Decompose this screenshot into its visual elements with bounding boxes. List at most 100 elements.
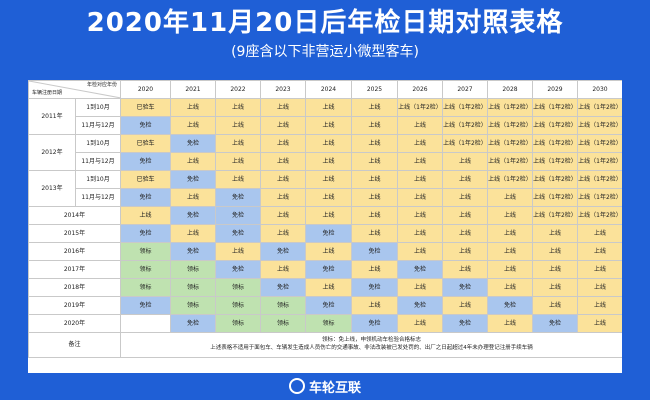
status-cell: 上线 bbox=[397, 242, 443, 261]
year-header-2028: 2028 bbox=[487, 80, 533, 99]
status-cell: 免检 bbox=[442, 278, 488, 297]
status-cell: 上线 bbox=[260, 260, 306, 279]
status-cell: 上线 bbox=[577, 224, 622, 243]
status-cell: 免检 bbox=[170, 206, 216, 225]
status-cell: 上线（1年2检） bbox=[532, 152, 578, 171]
table-row: 2015年 免检 上线 免检 上线 免检 上线 上线 上线 上线 上线 上线 bbox=[28, 224, 622, 243]
status-cell: 上线（1年2检） bbox=[577, 188, 622, 207]
table-row: 2020年 免检 领标 领标 领标 免检 上线 免检 上线 免检 上线 bbox=[28, 314, 622, 333]
register-year-label: 2014年 bbox=[28, 206, 121, 225]
status-cell: 上线 bbox=[260, 98, 306, 117]
register-year-label: 2013年 bbox=[28, 170, 76, 207]
status-cell: 上线 bbox=[577, 242, 622, 261]
status-cell: 上线 bbox=[305, 242, 352, 261]
status-cell: 领标 bbox=[120, 260, 171, 279]
status-cell: 上线 bbox=[260, 224, 306, 243]
status-cell: 上线 bbox=[577, 296, 622, 315]
year-header-2029: 2029 bbox=[532, 80, 578, 99]
status-cell: 上线（1年2检） bbox=[577, 152, 622, 171]
corner-header-cell: 年检对应年份 车辆注册日期 bbox=[28, 80, 121, 99]
status-cell: 上线 bbox=[577, 260, 622, 279]
status-cell: 上线 bbox=[487, 206, 533, 225]
status-cell: 上线 bbox=[305, 116, 352, 135]
status-cell: 已验车 bbox=[120, 170, 171, 189]
status-cell: 上线 bbox=[442, 188, 488, 207]
status-cell: 免检 bbox=[305, 224, 352, 243]
status-cell: 免检 bbox=[351, 278, 398, 297]
page-subtitle: (9座含以下非营运小微型客车) bbox=[231, 44, 419, 60]
status-cell: 领标 bbox=[120, 278, 171, 297]
status-cell: 上线 bbox=[397, 116, 443, 135]
status-cell: 已验车 bbox=[120, 98, 171, 117]
page-title: 2020年11月20日后年检日期对照表格 bbox=[86, 8, 564, 38]
status-cell: 免检 bbox=[215, 260, 261, 279]
status-cell: 免检 bbox=[442, 314, 488, 333]
year-header-2026: 2026 bbox=[397, 80, 443, 99]
status-cell: 上线 bbox=[170, 116, 216, 135]
remarks-line-1: 领标：免上线，申领机动车检验合格标志 bbox=[321, 337, 421, 344]
year-header-2023: 2023 bbox=[260, 80, 306, 99]
status-cell: 免检 bbox=[351, 314, 398, 333]
status-cell: 上线（1年2检） bbox=[442, 134, 488, 153]
status-cell: 领标 bbox=[305, 314, 352, 333]
register-year-label: 2018年 bbox=[28, 278, 121, 297]
status-cell: 免检 bbox=[120, 116, 171, 135]
status-cell: 上线 bbox=[351, 260, 398, 279]
status-cell: 上线 bbox=[442, 206, 488, 225]
register-year-label: 2020年 bbox=[28, 314, 121, 333]
status-cell: 上线 bbox=[397, 224, 443, 243]
status-cell: 上线 bbox=[351, 152, 398, 171]
remarks-row: 备注 领标：免上线，申领机动车检验合格标志 上述表格不适用于面包车、车辆发生造成人员… bbox=[28, 332, 622, 358]
status-cell: 上线（1年2检） bbox=[487, 98, 533, 117]
status-cell: 上线 bbox=[260, 188, 306, 207]
status-cell: 上线（1年2检） bbox=[532, 170, 578, 189]
table-row: 11月与12月 免检 上线 上线 上线 上线 上线 上线 上线（1年2检） 上线（1年2检） 上线（… bbox=[29, 116, 622, 135]
status-cell: 免检 bbox=[487, 296, 533, 315]
status-cell: 上线 bbox=[397, 134, 443, 153]
status-cell: 上线 bbox=[442, 242, 488, 261]
status-cell: 上线 bbox=[170, 152, 216, 171]
status-cell: 上线 bbox=[215, 170, 261, 189]
status-cell: 上线 bbox=[170, 188, 216, 207]
year-header-2027: 2027 bbox=[442, 80, 488, 99]
table-row: 2011年 1到10月 已验车 上线 上线 上线 上线 上线 上线（1年2检） 上线（1年2检）上… bbox=[28, 98, 622, 135]
status-cell: 免检 bbox=[260, 278, 306, 297]
year-header-2021: 2021 bbox=[170, 80, 216, 99]
year-header-2020: 2020 bbox=[120, 80, 171, 99]
status-cell: 上线（1年2检） bbox=[577, 98, 622, 117]
year-header-2025: 2025 bbox=[351, 80, 398, 99]
status-cell: 领标 bbox=[260, 314, 306, 333]
status-cell: 领标 bbox=[215, 278, 261, 297]
status-cell: 免检 bbox=[397, 260, 443, 279]
status-cell: 免检 bbox=[170, 314, 216, 333]
status-cell: 上线 bbox=[397, 278, 443, 297]
brand-logo-icon bbox=[288, 378, 305, 394]
status-cell: 领标 bbox=[260, 296, 306, 315]
status-cell: 领标 bbox=[170, 278, 216, 297]
status-cell: 上线 bbox=[532, 278, 578, 297]
status-cell: 上线 bbox=[170, 224, 216, 243]
status-cell: 上线（1年2检） bbox=[397, 98, 443, 117]
status-cell: 上线 bbox=[215, 134, 261, 153]
status-cell: 领标 bbox=[215, 296, 261, 315]
status-cell: 上线 bbox=[397, 188, 443, 207]
status-cell: 上线（1年2检） bbox=[487, 134, 533, 153]
year-header-2024: 2024 bbox=[305, 80, 352, 99]
table-body: 2011年 1到10月 已验车 上线 上线 上线 上线 上线 上线（1年2检） 上线（1年2检）上… bbox=[28, 98, 622, 358]
status-cell: 领标 bbox=[170, 260, 216, 279]
status-cell: 免检 bbox=[120, 296, 171, 315]
status-cell: 上线 bbox=[305, 170, 352, 189]
status-cell: 免检 bbox=[215, 206, 261, 225]
brand-name: 车轮互联 bbox=[308, 381, 361, 396]
table-row: 2019年 免检 领标 领标 领标 免检 上线 免检 上线 免检 上线 上线 bbox=[28, 296, 622, 315]
status-cell: 免检 bbox=[170, 134, 216, 153]
status-cell: 上线 bbox=[215, 116, 261, 135]
status-cell: 上线 bbox=[487, 260, 533, 279]
status-cell: 免检 bbox=[120, 152, 171, 171]
status-cell: 上线 bbox=[305, 206, 352, 225]
register-year-label: 2019年 bbox=[28, 296, 121, 315]
status-cell: 上线 bbox=[260, 206, 306, 225]
status-cell: 上线（1年2检） bbox=[442, 116, 488, 135]
status-cell: 上线 bbox=[351, 188, 398, 207]
status-cell: 上线（1年2检） bbox=[532, 98, 578, 117]
